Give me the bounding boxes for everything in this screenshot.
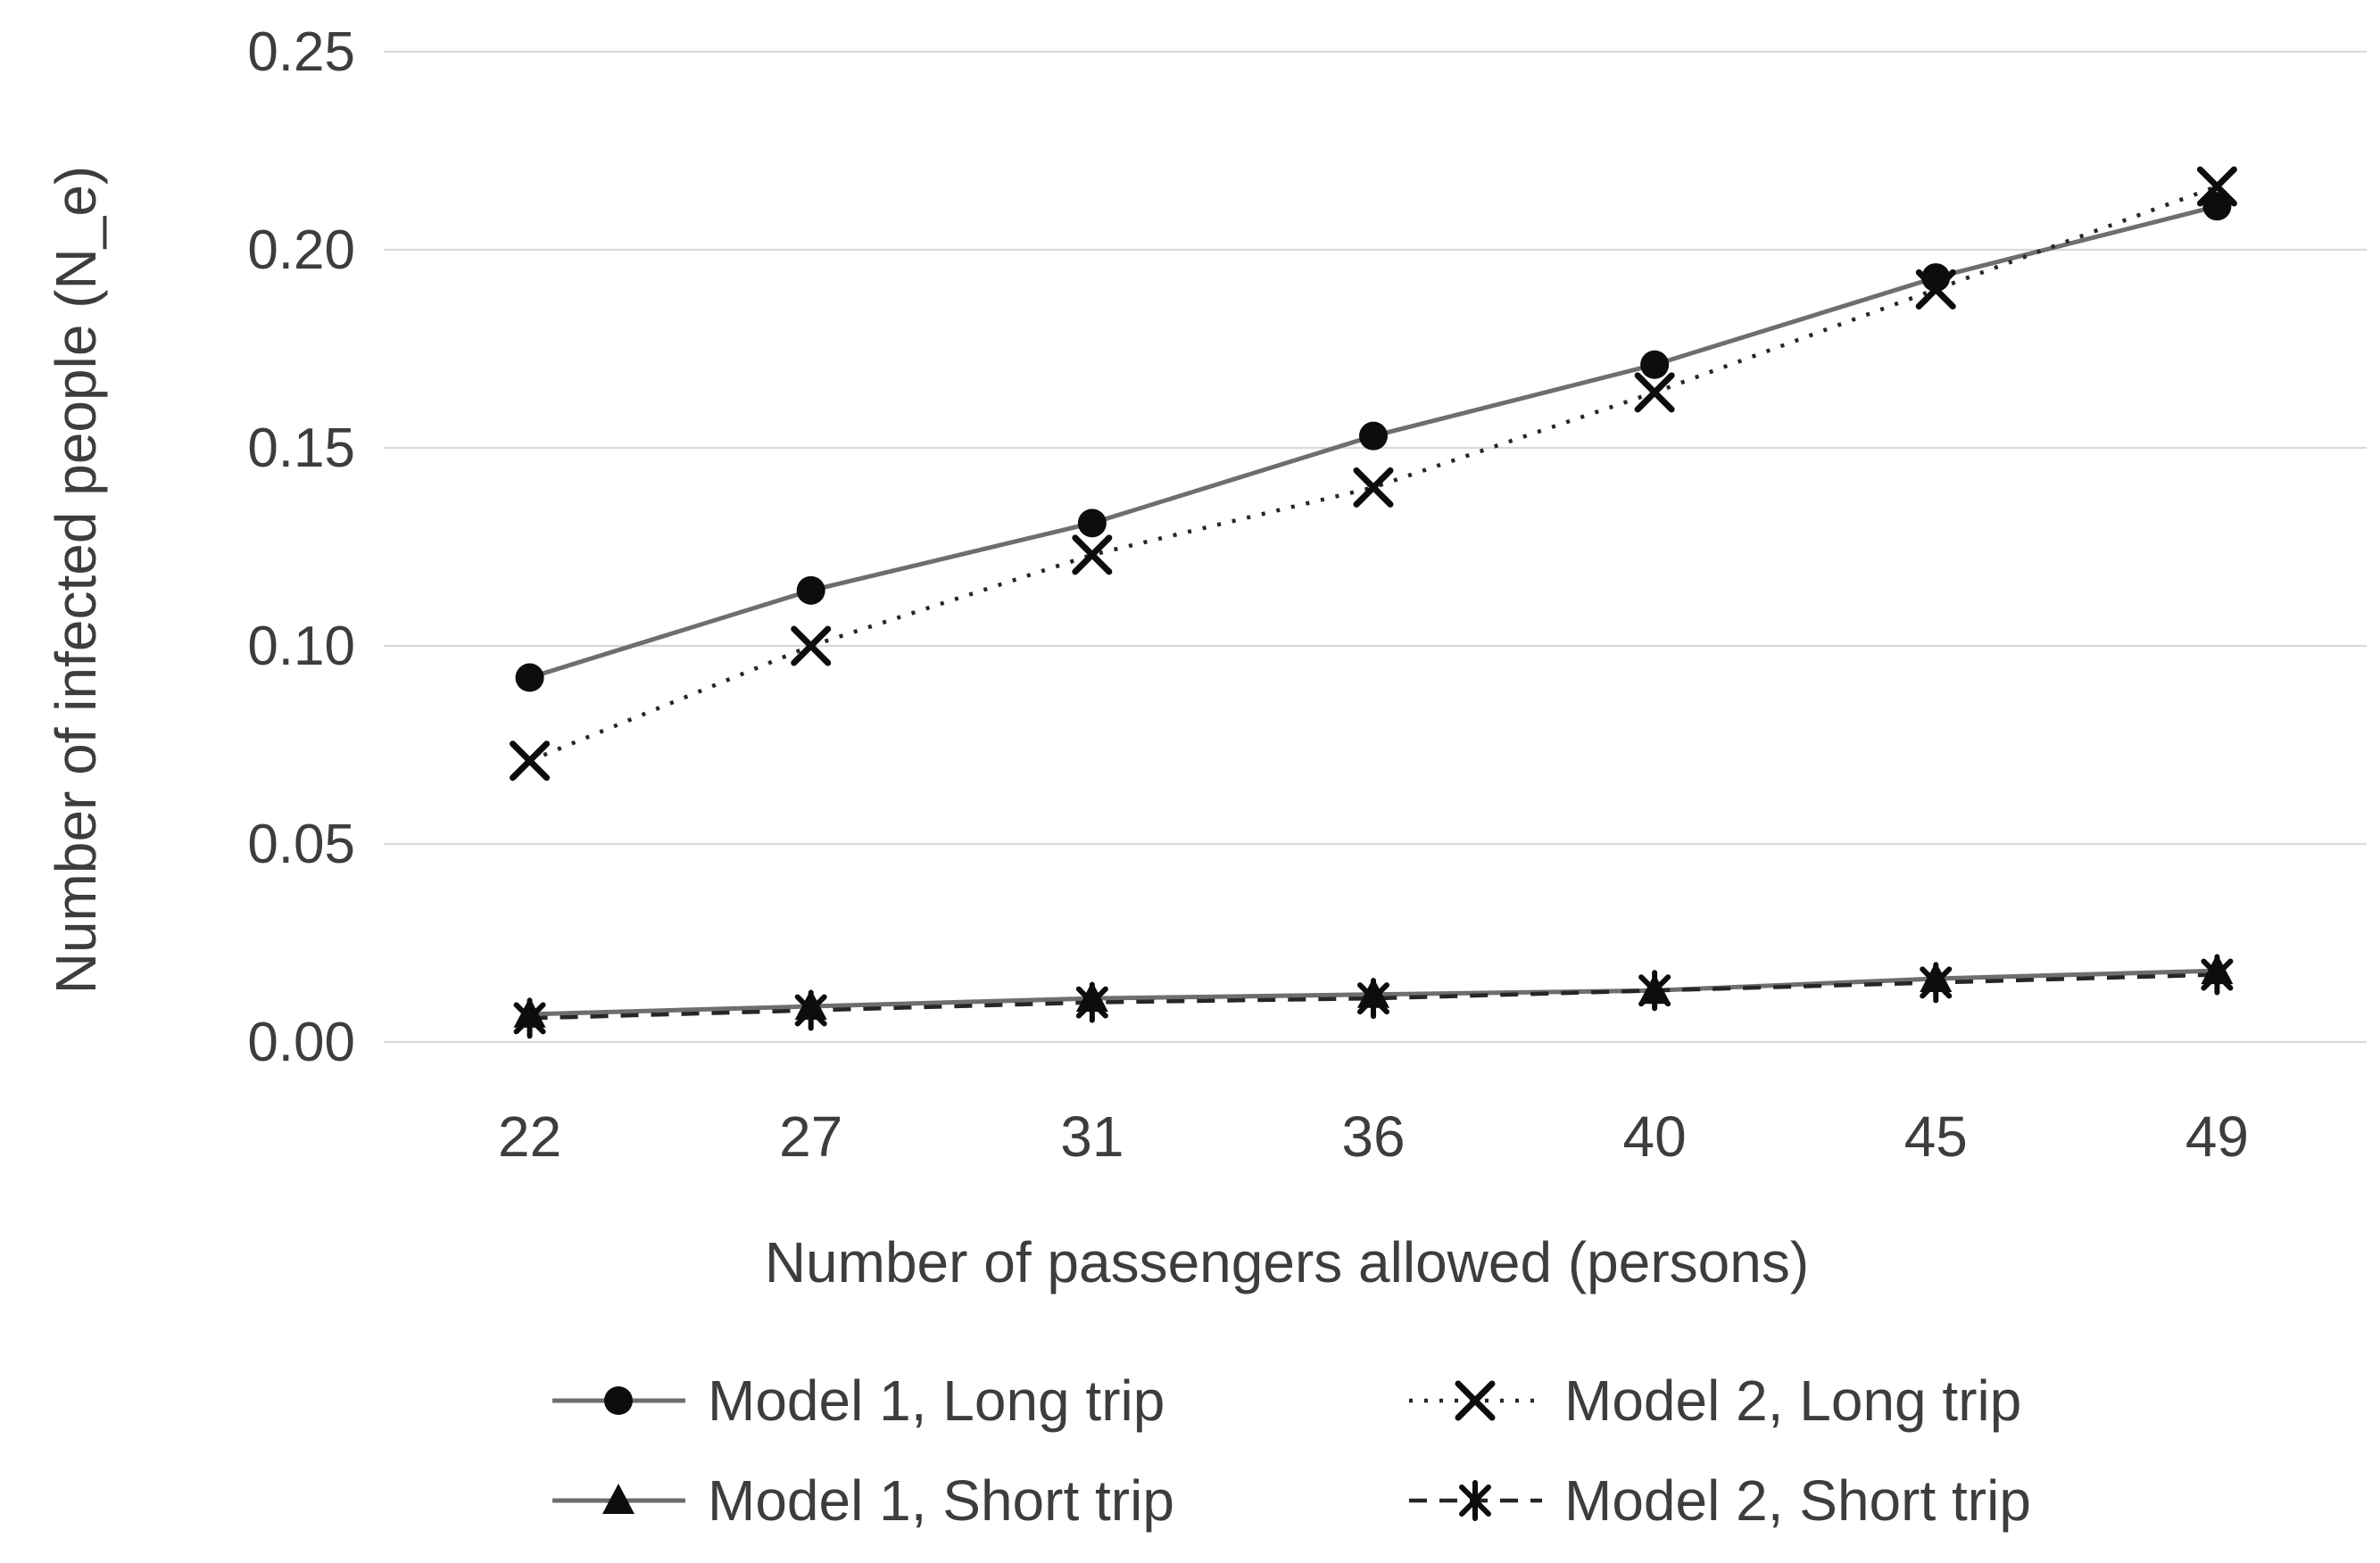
x-tick-label: 45 xyxy=(1904,1104,1968,1169)
marker-x-model-2-long-trip xyxy=(510,740,551,782)
marker-x-model-2-long-trip xyxy=(1072,534,1113,575)
legend-swatch-model-1-long-trip xyxy=(552,1386,685,1415)
marker-star-model-2-short-trip xyxy=(1920,962,1953,1004)
marker-triangle-model-1-short-trip xyxy=(602,1484,634,1514)
marker-star-model-2-short-trip xyxy=(513,997,546,1039)
y-tick-label: 0.00 xyxy=(247,1012,355,1073)
marker-x-model-2-long-trip xyxy=(1634,372,1675,413)
marker-star-model-2-short-trip xyxy=(1459,1480,1491,1521)
marker-circle-model-1-long-trip xyxy=(515,663,544,692)
legend-item-model-1-short-trip: Model 1, Short trip xyxy=(550,1465,1174,1536)
legend-label-model-1-short-trip: Model 1, Short trip xyxy=(708,1468,1174,1533)
marker-x-model-2-long-trip xyxy=(791,625,832,666)
x-tick-label: 27 xyxy=(779,1104,842,1169)
x-tick-label: 49 xyxy=(2185,1104,2249,1169)
y-tick-label: 0.05 xyxy=(247,814,355,875)
marker-circle-model-1-long-trip xyxy=(604,1386,633,1415)
marker-x-model-2-long-trip xyxy=(1915,269,1956,310)
x-axis-title: Number of passengers allowed (persons) xyxy=(764,1230,1810,1294)
marker-circle-model-1-long-trip xyxy=(1359,421,1388,451)
marker-star-model-2-short-trip xyxy=(2201,954,2234,996)
x-tick-label: 36 xyxy=(1341,1104,1405,1169)
marker-circle-model-1-long-trip xyxy=(1077,509,1107,538)
marker-x-model-2-long-trip xyxy=(1455,1380,1496,1421)
legend-label-model-2-long-trip: Model 2, Long trip xyxy=(1564,1369,2022,1433)
y-axis-title: Number of infected people (N_e) xyxy=(44,165,108,995)
x-tick-label: 31 xyxy=(1060,1104,1124,1169)
marker-circle-model-1-long-trip xyxy=(796,575,825,605)
marker-circle-model-1-long-trip xyxy=(1640,350,1670,379)
y-tick-label: 0.10 xyxy=(247,616,355,677)
legend-item-model-2-short-trip: Model 2, Short trip xyxy=(1406,1465,2031,1536)
y-tick-label: 0.25 xyxy=(247,21,355,83)
legend-swatch-model-1-short-trip xyxy=(552,1484,685,1514)
legend-item-model-2-long-trip: Model 2, Long trip xyxy=(1406,1365,2021,1436)
x-tick-label: 40 xyxy=(1623,1104,1687,1169)
marker-x-model-2-long-trip xyxy=(1353,467,1394,508)
marker-x-model-2-long-trip xyxy=(2196,166,2237,207)
legend-label-model-1-long-trip: Model 1, Long trip xyxy=(708,1369,1165,1433)
marker-star-model-2-short-trip xyxy=(1638,970,1671,1012)
marker-circle-model-1-long-trip xyxy=(2202,192,2232,221)
marker-star-model-2-short-trip xyxy=(1357,978,1389,1020)
x-tick-label: 22 xyxy=(498,1104,561,1169)
y-tick-label: 0.15 xyxy=(247,418,355,479)
legend-swatch-model-2-short-trip xyxy=(1409,1480,1542,1521)
y-tick-label: 0.20 xyxy=(247,219,355,281)
legend-item-model-1-long-trip: Model 1, Long trip xyxy=(550,1365,1165,1436)
marker-star-model-2-short-trip xyxy=(794,989,827,1031)
legend-swatch-model-2-long-trip xyxy=(1409,1380,1542,1421)
marker-star-model-2-short-trip xyxy=(1075,981,1108,1023)
legend-label-model-2-short-trip: Model 2, Short trip xyxy=(1564,1468,2031,1533)
